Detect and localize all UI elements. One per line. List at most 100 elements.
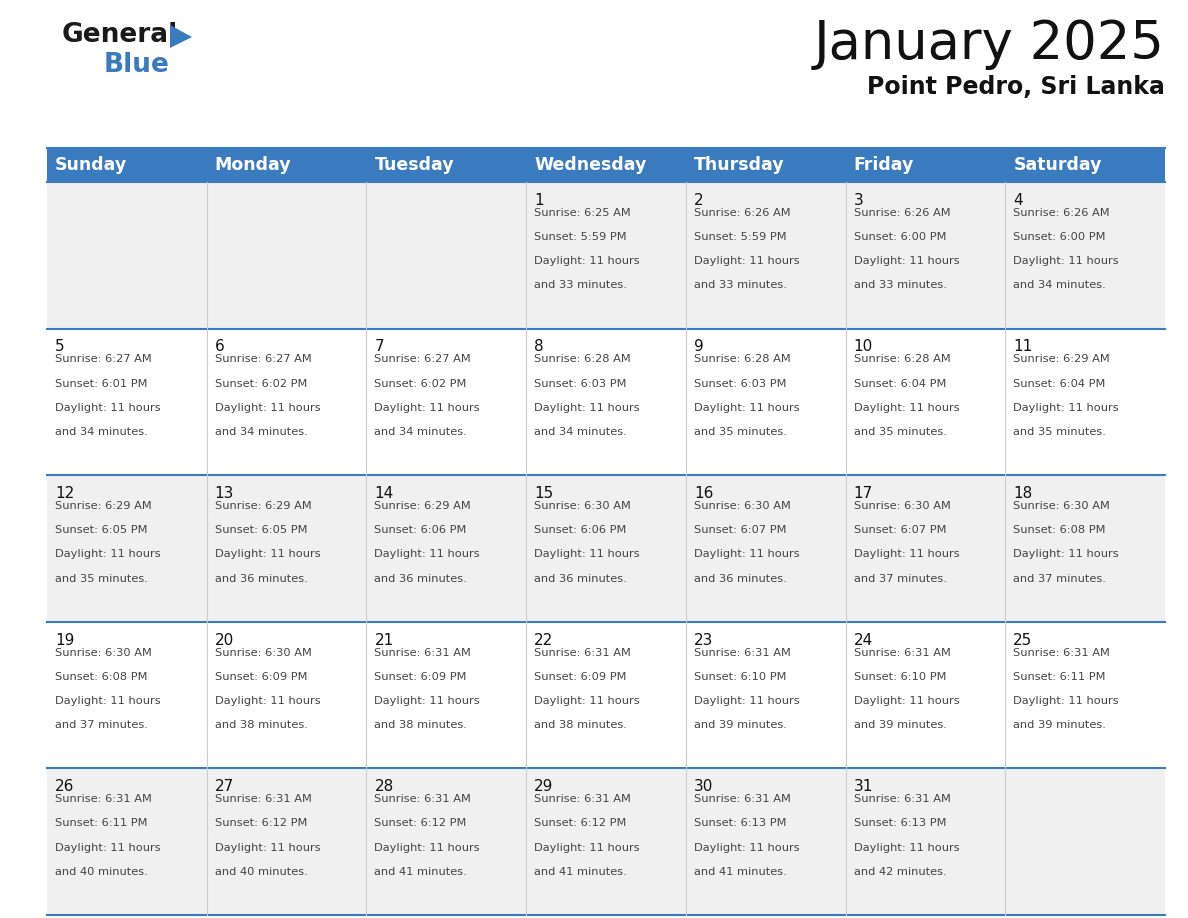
Text: 3: 3 (853, 193, 864, 207)
Text: 27: 27 (215, 779, 234, 794)
Text: 8: 8 (535, 340, 544, 354)
Bar (685, 476, 846, 621)
Text: and 40 minutes.: and 40 minutes. (55, 867, 147, 877)
Text: Daylight: 11 hours: Daylight: 11 hours (853, 549, 959, 559)
Text: 26: 26 (55, 779, 75, 794)
Text: Daylight: 11 hours: Daylight: 11 hours (374, 549, 480, 559)
Bar (846, 768, 1005, 915)
Text: Sunset: 5:59 PM: Sunset: 5:59 PM (694, 232, 786, 242)
Bar (207, 621, 366, 768)
Text: and 33 minutes.: and 33 minutes. (535, 280, 627, 290)
Text: Sunset: 6:06 PM: Sunset: 6:06 PM (535, 525, 626, 535)
Text: and 41 minutes.: and 41 minutes. (535, 867, 627, 877)
Text: Saturday: Saturday (1013, 156, 1101, 174)
Text: and 36 minutes.: and 36 minutes. (215, 574, 308, 584)
Text: Sunset: 6:05 PM: Sunset: 6:05 PM (55, 525, 147, 535)
Text: Daylight: 11 hours: Daylight: 11 hours (535, 256, 640, 266)
Text: Blue: Blue (105, 52, 170, 78)
Bar (207, 768, 366, 915)
Text: and 34 minutes.: and 34 minutes. (374, 427, 467, 437)
Text: 20: 20 (215, 633, 234, 647)
Text: 28: 28 (374, 779, 393, 794)
Text: 5: 5 (55, 340, 64, 354)
Text: Daylight: 11 hours: Daylight: 11 hours (853, 696, 959, 706)
Text: Sunset: 6:02 PM: Sunset: 6:02 PM (374, 378, 467, 388)
Bar (685, 329, 846, 476)
Text: Daylight: 11 hours: Daylight: 11 hours (55, 696, 160, 706)
Text: and 35 minutes.: and 35 minutes. (853, 427, 947, 437)
Text: Daylight: 11 hours: Daylight: 11 hours (215, 843, 321, 853)
Text: Daylight: 11 hours: Daylight: 11 hours (55, 549, 160, 559)
Text: Sunrise: 6:30 AM: Sunrise: 6:30 AM (853, 501, 950, 511)
Text: Daylight: 11 hours: Daylight: 11 hours (1013, 549, 1119, 559)
Text: Sunset: 6:07 PM: Sunset: 6:07 PM (853, 525, 946, 535)
Bar (366, 329, 526, 476)
Bar (1005, 768, 1165, 915)
Text: Sunset: 6:00 PM: Sunset: 6:00 PM (853, 232, 946, 242)
Text: Sunset: 6:11 PM: Sunset: 6:11 PM (55, 818, 147, 828)
Text: and 36 minutes.: and 36 minutes. (374, 574, 467, 584)
Text: 18: 18 (1013, 486, 1032, 501)
Text: and 38 minutes.: and 38 minutes. (374, 720, 467, 730)
Text: 21: 21 (374, 633, 393, 647)
Text: Sunrise: 6:31 AM: Sunrise: 6:31 AM (853, 794, 950, 804)
Bar (48, 148, 207, 182)
Text: 31: 31 (853, 779, 873, 794)
Bar (685, 182, 846, 329)
Text: and 33 minutes.: and 33 minutes. (853, 280, 947, 290)
Text: 11: 11 (1013, 340, 1032, 354)
Bar (366, 621, 526, 768)
Text: and 42 minutes.: and 42 minutes. (853, 867, 946, 877)
Text: and 40 minutes.: and 40 minutes. (215, 867, 308, 877)
Bar (1005, 182, 1165, 329)
Bar (48, 768, 207, 915)
Text: 16: 16 (694, 486, 713, 501)
Text: Sunset: 6:07 PM: Sunset: 6:07 PM (694, 525, 786, 535)
Text: Sunset: 6:10 PM: Sunset: 6:10 PM (694, 672, 786, 682)
Text: Sunset: 6:11 PM: Sunset: 6:11 PM (1013, 672, 1106, 682)
Text: Wednesday: Wednesday (535, 156, 646, 174)
Text: Daylight: 11 hours: Daylight: 11 hours (55, 843, 160, 853)
Text: Sunrise: 6:30 AM: Sunrise: 6:30 AM (1013, 501, 1110, 511)
Text: 6: 6 (215, 340, 225, 354)
Bar (685, 768, 846, 915)
Text: Sunrise: 6:30 AM: Sunrise: 6:30 AM (215, 647, 311, 657)
Text: 2: 2 (694, 193, 703, 207)
Text: Sunrise: 6:31 AM: Sunrise: 6:31 AM (374, 794, 472, 804)
Bar (526, 182, 685, 329)
Text: and 41 minutes.: and 41 minutes. (694, 867, 786, 877)
Bar (526, 768, 685, 915)
Text: Sunset: 6:00 PM: Sunset: 6:00 PM (1013, 232, 1106, 242)
Text: Daylight: 11 hours: Daylight: 11 hours (215, 403, 321, 413)
Text: Daylight: 11 hours: Daylight: 11 hours (1013, 256, 1119, 266)
Text: 1: 1 (535, 193, 544, 207)
Bar (846, 329, 1005, 476)
Text: Sunrise: 6:30 AM: Sunrise: 6:30 AM (55, 647, 152, 657)
Text: 17: 17 (853, 486, 873, 501)
Text: Daylight: 11 hours: Daylight: 11 hours (853, 843, 959, 853)
Text: Sunset: 6:05 PM: Sunset: 6:05 PM (215, 525, 308, 535)
Bar (1005, 621, 1165, 768)
Bar (846, 621, 1005, 768)
Text: Sunrise: 6:31 AM: Sunrise: 6:31 AM (535, 647, 631, 657)
Text: 14: 14 (374, 486, 393, 501)
Polygon shape (170, 25, 192, 48)
Text: and 35 minutes.: and 35 minutes. (694, 427, 786, 437)
Text: Sunrise: 6:31 AM: Sunrise: 6:31 AM (215, 794, 311, 804)
Text: and 33 minutes.: and 33 minutes. (694, 280, 786, 290)
Text: Sunrise: 6:28 AM: Sunrise: 6:28 AM (853, 354, 950, 364)
Text: Sunrise: 6:26 AM: Sunrise: 6:26 AM (853, 207, 950, 218)
Text: Daylight: 11 hours: Daylight: 11 hours (1013, 403, 1119, 413)
Text: Sunset: 6:03 PM: Sunset: 6:03 PM (535, 378, 626, 388)
Text: Sunset: 6:13 PM: Sunset: 6:13 PM (694, 818, 786, 828)
Text: Tuesday: Tuesday (374, 156, 454, 174)
Text: 22: 22 (535, 633, 554, 647)
Text: and 38 minutes.: and 38 minutes. (215, 720, 308, 730)
Text: Sunrise: 6:28 AM: Sunrise: 6:28 AM (535, 354, 631, 364)
Text: and 34 minutes.: and 34 minutes. (1013, 280, 1106, 290)
Text: Sunrise: 6:29 AM: Sunrise: 6:29 AM (55, 501, 152, 511)
Text: Monday: Monday (215, 156, 291, 174)
Bar (685, 621, 846, 768)
Text: Daylight: 11 hours: Daylight: 11 hours (694, 549, 800, 559)
Text: Sunrise: 6:31 AM: Sunrise: 6:31 AM (374, 647, 472, 657)
